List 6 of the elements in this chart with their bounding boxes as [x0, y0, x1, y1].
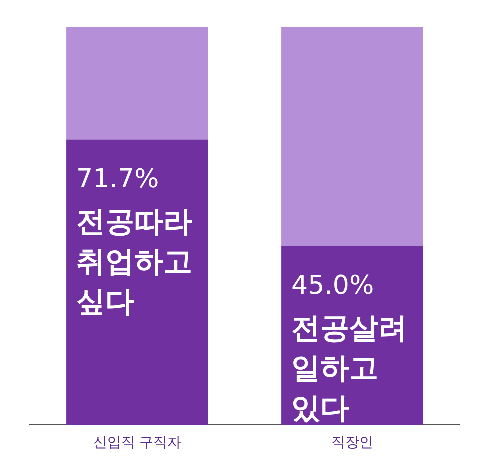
data-label: 71.7%: [76, 164, 160, 194]
data-label: 45.0%: [292, 270, 374, 301]
x-tick-label: 신입직 구직자: [93, 435, 182, 452]
x-tick-label: 직장인: [332, 435, 374, 452]
annotation: 전공따라 취업하고 싶다: [76, 204, 193, 319]
annotation: 전공살려 일하고 있다: [292, 311, 408, 426]
